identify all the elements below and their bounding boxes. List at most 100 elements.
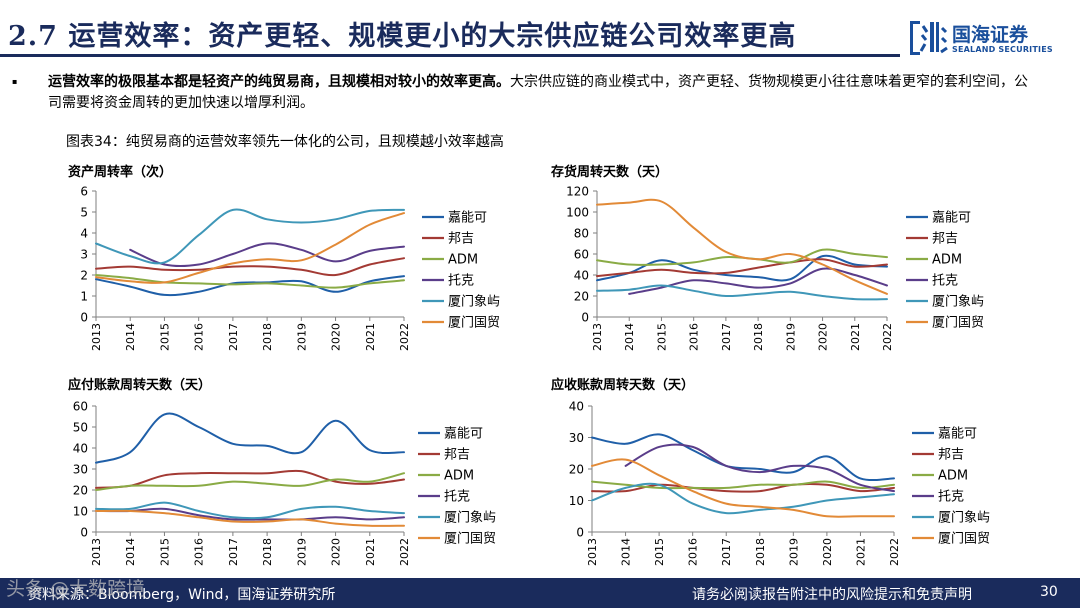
x-tick-label: 2017 (720, 538, 733, 566)
legend-label: ADM (938, 469, 968, 484)
series-line-嘉能可 (95, 412, 405, 464)
x-tick-label: 2014 (620, 538, 633, 566)
y-tick-label: 100 (566, 206, 589, 220)
x-tick-label: 2019 (295, 538, 308, 566)
series-line-托克 (129, 242, 405, 268)
x-tick-label: 2019 (295, 323, 308, 351)
x-tick-label: 2020 (817, 323, 830, 351)
y-tick-label: 30 (569, 431, 584, 445)
series-line-厦门国贸 (596, 198, 888, 295)
x-tick-label: 2018 (261, 323, 274, 351)
legend-label: 嘉能可 (448, 211, 487, 226)
x-tick-label: 2018 (261, 538, 274, 566)
body-paragraph: 运营效率的极限基本都是轻资产的纯贸易商，且规模相对较小的效率更高。大宗供应链的商… (48, 72, 1028, 114)
y-tick-label: 50 (73, 421, 88, 435)
x-tick-label: 2018 (754, 538, 767, 566)
y-tick-label: 6 (80, 185, 88, 199)
paragraph-bold-lead: 运营效率的极限基本都是轻资产的纯贸易商，且规模相对较小的效率更高。 (48, 74, 510, 90)
series-line-ADM (95, 274, 405, 289)
legend-label: 厦门象屿 (938, 511, 990, 526)
page-number: 30 (1040, 584, 1058, 600)
title-rule (0, 54, 900, 57)
y-tick-label: 20 (574, 290, 589, 304)
y-tick-label: 1 (80, 290, 88, 304)
x-tick-label: 2022 (398, 323, 411, 351)
x-tick-label: 2020 (330, 538, 343, 566)
series-line-ADM (591, 480, 895, 490)
y-tick-label: 5 (80, 206, 88, 220)
legend-label: 托克 (444, 490, 470, 505)
series-line-厦门国贸 (95, 509, 405, 527)
watermark: 头条 @大数跨境 (6, 578, 146, 600)
series-line-嘉能可 (591, 433, 895, 482)
y-tick-label: 20 (73, 484, 88, 498)
x-tick-label: 2021 (854, 538, 867, 566)
x-tick-label: 2022 (881, 323, 894, 351)
x-tick-label: 2021 (364, 538, 377, 566)
legend-label: 嘉能可 (932, 211, 971, 226)
chart-title: 存货周转天数（天） (551, 164, 668, 180)
legend-label: ADM (448, 253, 478, 268)
x-tick-label: 2016 (193, 323, 206, 351)
series-line-厦门象屿 (95, 501, 405, 520)
logo-chinese-name: 国海证券 (952, 24, 1029, 46)
x-tick-label: 2016 (688, 323, 701, 351)
series-line-邦吉 (596, 258, 888, 278)
section-title: 运营效率：资产更轻、规模更小的大宗供应链公司效率更高 (68, 21, 797, 52)
x-tick-label: 2017 (227, 323, 240, 351)
y-tick-label: 4 (80, 227, 88, 241)
y-tick-label: 20 (569, 463, 584, 477)
y-tick-label: 3 (80, 248, 88, 262)
series-line-ADM (95, 472, 405, 491)
bullet-marker: ▪ (12, 77, 18, 86)
footer-disclaimer: 请务必阅读报告附注中的风险提示和免责声明 (692, 587, 972, 603)
series-line-厦门象屿 (596, 284, 888, 301)
x-tick-label: 2020 (821, 538, 834, 566)
y-tick-label: 0 (581, 311, 589, 325)
x-tick-label: 2014 (623, 323, 636, 351)
series-line-厦门国贸 (591, 458, 895, 518)
chart-title: 应收账款周转天数（天） (551, 377, 694, 393)
legend-label: 托克 (448, 274, 474, 289)
y-tick-label: 40 (569, 400, 584, 414)
legend-label: 厦门象屿 (448, 295, 500, 310)
y-tick-label: 30 (73, 463, 88, 477)
x-tick-label: 2022 (398, 538, 411, 566)
slide-title: 2.7 运营效率：资产更轻、规模更小的大宗供应链公司效率更高 (8, 14, 796, 53)
series-line-厦门象屿 (95, 208, 405, 265)
series-line-托克 (628, 267, 888, 295)
x-tick-label: 2017 (720, 323, 733, 351)
series-line-邦吉 (95, 469, 405, 489)
series-line-托克 (624, 443, 895, 493)
legend-label: ADM (932, 253, 962, 268)
legend-label: 邦吉 (938, 448, 964, 463)
legend-label: 厦门国贸 (448, 316, 500, 331)
x-tick-label: 2013 (586, 538, 599, 566)
sealand-logo-icon (910, 21, 948, 55)
x-tick-label: 2017 (227, 538, 240, 566)
x-tick-label: 2019 (784, 323, 797, 351)
x-tick-label: 2015 (655, 323, 668, 351)
legend-label: 厦门国贸 (444, 532, 496, 547)
legend-label: 嘉能可 (938, 427, 977, 442)
x-tick-label: 2022 (888, 538, 901, 566)
x-tick-label: 2015 (158, 323, 171, 351)
legend-label: 厦门国贸 (938, 532, 990, 547)
x-tick-label: 2014 (124, 538, 137, 566)
series-line-邦吉 (95, 257, 405, 277)
x-tick-label: 2014 (124, 323, 137, 351)
legend-label: 嘉能可 (444, 427, 483, 442)
x-tick-label: 2021 (364, 323, 377, 351)
x-tick-label: 2016 (193, 538, 206, 566)
x-tick-label: 2018 (752, 323, 765, 351)
chart-title: 应付账款周转天数（天） (68, 377, 211, 393)
series-line-嘉能可 (95, 275, 405, 297)
legend-label: 托克 (938, 490, 964, 505)
series-line-托克 (95, 507, 405, 521)
legend-label: 托克 (932, 274, 958, 289)
x-tick-label: 2020 (330, 323, 343, 351)
y-tick-label: 120 (566, 185, 589, 199)
x-tick-label: 2015 (158, 538, 171, 566)
legend-label: 邦吉 (448, 232, 474, 247)
